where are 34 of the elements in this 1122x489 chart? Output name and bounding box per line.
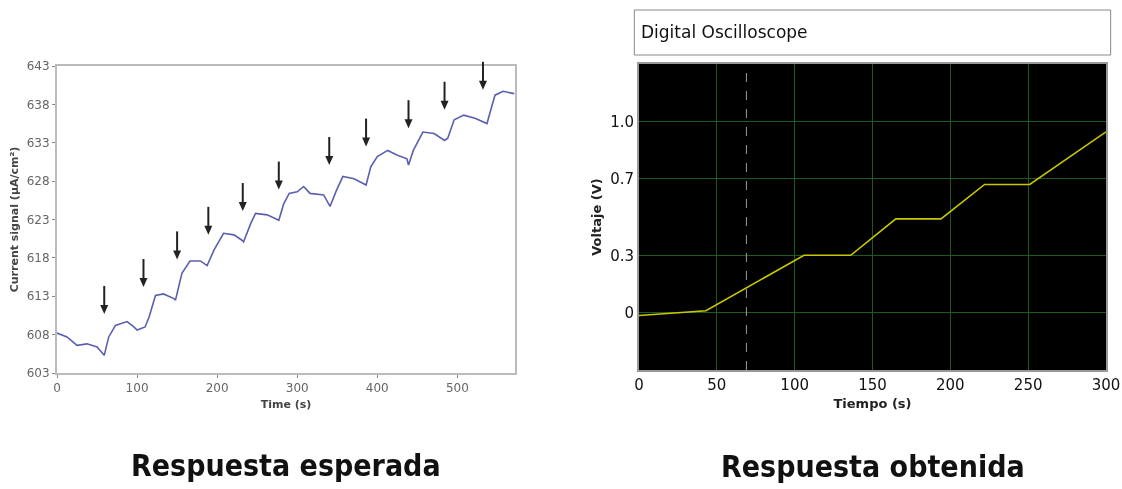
- chart-title: Digital Oscilloscope: [641, 21, 808, 42]
- x-tick-label: 100: [780, 376, 809, 394]
- x-tick-label: 150: [858, 376, 887, 394]
- y-tick-label: 1.0: [610, 112, 634, 131]
- y-axis-title: Current signal (µA/cm²): [7, 146, 21, 293]
- y-tick-label: 603: [26, 366, 50, 381]
- y-tick-label: 623: [26, 212, 50, 227]
- y-tick-label: 608: [26, 327, 50, 342]
- x-axis-title: Tiempo (s): [833, 396, 912, 412]
- y-tick-label: 628: [26, 174, 50, 189]
- x-axis-title: Time (s): [260, 398, 312, 412]
- text: Respuesta obtenida: [721, 449, 1025, 484]
- line-series: [639, 131, 1106, 317]
- x-tick-label: 0: [53, 381, 61, 396]
- y-axis-title: Voltaje (V): [588, 178, 604, 256]
- x-tick-label: 200: [205, 381, 229, 396]
- x-tick-label: 300: [285, 381, 309, 396]
- x-tick-label: 100: [125, 381, 149, 396]
- x-tick-label: 50: [707, 376, 727, 394]
- y-tick-label: 0.7: [610, 170, 634, 188]
- y-tick-label: 0.3: [610, 246, 634, 265]
- y-tick-label: 643: [26, 59, 50, 74]
- y-tick-label: 633: [26, 135, 50, 150]
- x-tick-label: 400: [365, 381, 389, 396]
- x-tick-label: 250: [1013, 376, 1043, 394]
- y-tick-label: 613: [26, 289, 50, 304]
- x-tick-label: 200: [936, 376, 965, 394]
- line-series: [57, 90, 515, 357]
- x-tick-label: 300: [1091, 376, 1121, 394]
- y-tick-label: 0: [624, 303, 634, 322]
- text: Respuesta esperada: [131, 448, 441, 483]
- y-tick-label: 638: [26, 97, 50, 112]
- x-tick-label: 500: [445, 381, 469, 396]
- y-tick-label: 618: [26, 251, 50, 266]
